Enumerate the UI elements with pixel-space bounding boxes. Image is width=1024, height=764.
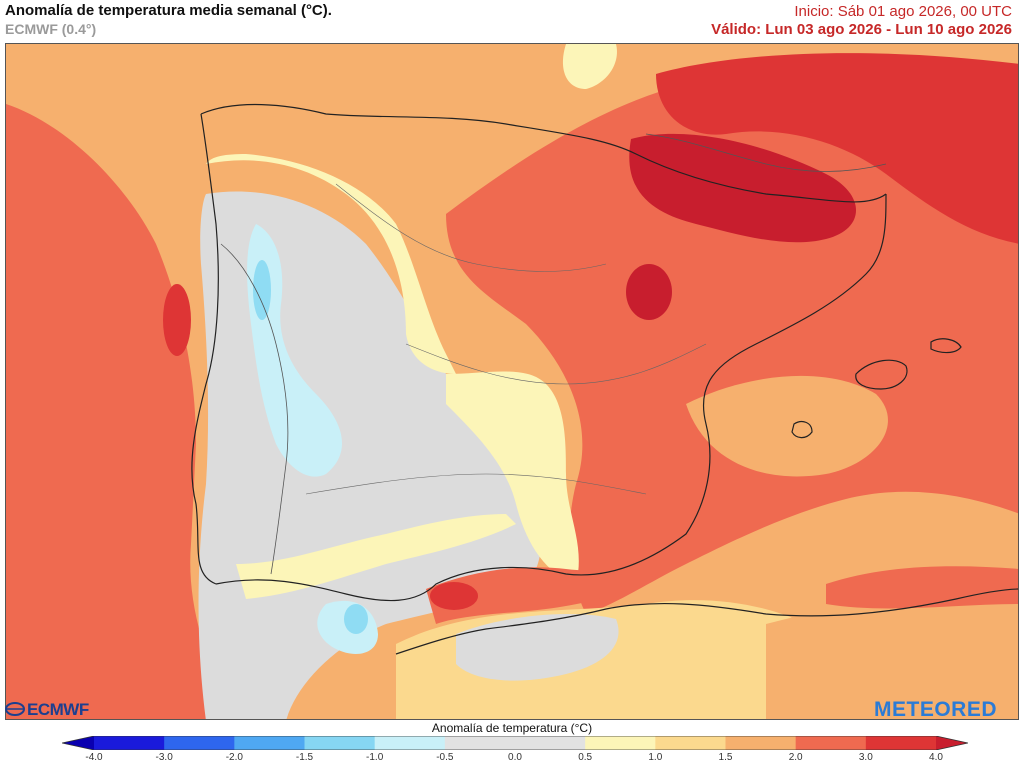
atlantic-warm-anomaly: [6, 104, 235, 719]
colorbar-segment: [164, 736, 235, 750]
pyrenees-extreme: [629, 133, 856, 243]
meteored-logo: METEORED: [874, 698, 998, 721]
colorbar-tick-label: -1.0: [366, 752, 384, 763]
ecmwf-globe-icon: [5, 702, 25, 716]
south-east-coastline: [215, 193, 887, 602]
coastal-hot-spot: [163, 284, 191, 356]
colorbar-tick-label: -1.5: [295, 752, 314, 763]
algeria-warm: [766, 574, 1018, 719]
colorbar-segment: [515, 736, 586, 750]
ecmwf-logo: ECMWF: [5, 700, 89, 720]
valencia-warm-patch: [686, 375, 888, 477]
colorbar-min-arrow: [62, 736, 94, 750]
colorbar-segment: [655, 736, 726, 750]
algeria-hot-band: [826, 566, 1018, 609]
colorbar-tick-label: 4.0: [929, 752, 943, 763]
colorbar-tick-label: 3.0: [858, 752, 873, 763]
south-cold-core: [344, 604, 368, 634]
colorbar-tick-label: 0.0: [508, 752, 522, 763]
north-light-band: [206, 154, 456, 374]
andalusia-hot-spot: [430, 582, 478, 610]
colorbar-segment: [585, 736, 656, 750]
menorca-outline: [930, 338, 962, 354]
color-scale-bar: [62, 736, 968, 750]
anomaly-map: [5, 43, 1019, 720]
colorbar-tick-label: 2.0: [788, 752, 803, 763]
interior-extreme-spot: [626, 264, 672, 320]
colorbar-tick-label: -2.0: [225, 752, 243, 763]
colorbar-segment: [725, 736, 797, 750]
anomaly-map-canvas: [6, 44, 1018, 719]
ecmwf-logo-text: ECMWF: [27, 700, 89, 719]
regional-borders: [305, 183, 707, 495]
border-spain-france: [645, 133, 887, 172]
colorbar-tick-label: 0.5: [578, 752, 593, 763]
central-light-band: [446, 371, 579, 584]
morocco-neutral-pool: [456, 614, 619, 681]
west-cold-core: [253, 260, 271, 320]
colorbar-tick-label: 1.5: [718, 752, 733, 763]
valid-period: Válido: Lun 03 ago 2026 - Lun 10 ago 202…: [711, 21, 1012, 38]
map-title: Anomalía de temperatura media semanal (°…: [5, 2, 332, 19]
map-header: Anomalía de temperatura media semanal (°…: [0, 0, 1024, 44]
color-scale-ticks: -4.0 -3.0 -2.0 -1.5 -1.0 -0.5 0.0 0.5 1.0 1.5 2.0 3…: [0, 752, 1024, 764]
colorbar-segment: [234, 736, 305, 750]
colorbar-segment: [795, 736, 867, 750]
africa-coastline: [395, 588, 1018, 655]
colorbar-tick-label: 1.0: [648, 752, 663, 763]
southeast-hot-band: [426, 554, 656, 624]
colorbar-tick-label: -0.5: [436, 752, 454, 763]
colorbar-tick-label: -3.0: [155, 752, 173, 763]
colorbar-segment: [865, 736, 937, 750]
north-coastline: [200, 103, 887, 203]
colorbar-segment: [374, 736, 446, 750]
south-light-band: [236, 514, 516, 599]
colorbar-segment: [444, 736, 516, 750]
atlantic-edge: [6, 44, 86, 104]
legend-title: Anomalía de temperatura (°C): [431, 721, 593, 735]
colorbar-segment: [304, 736, 376, 750]
france-very-hot: [656, 53, 1018, 244]
colorbar-max-arrow: [936, 736, 968, 750]
colorbar-segment: [94, 736, 165, 750]
west-coastline: [191, 113, 219, 585]
model-label: ECMWF (0.4°): [5, 21, 97, 37]
biscay-light-patch: [562, 44, 617, 89]
northeast-hot-anomaly: [446, 73, 1018, 614]
init-time: Inicio: Sáb 01 ago 2026, 00 UTC: [794, 3, 1012, 20]
colorbar-tick-label: -4.0: [85, 752, 103, 763]
ibiza-outline: [791, 421, 813, 439]
border-spain-portugal: [220, 243, 289, 575]
mallorca-outline: [855, 359, 908, 390]
